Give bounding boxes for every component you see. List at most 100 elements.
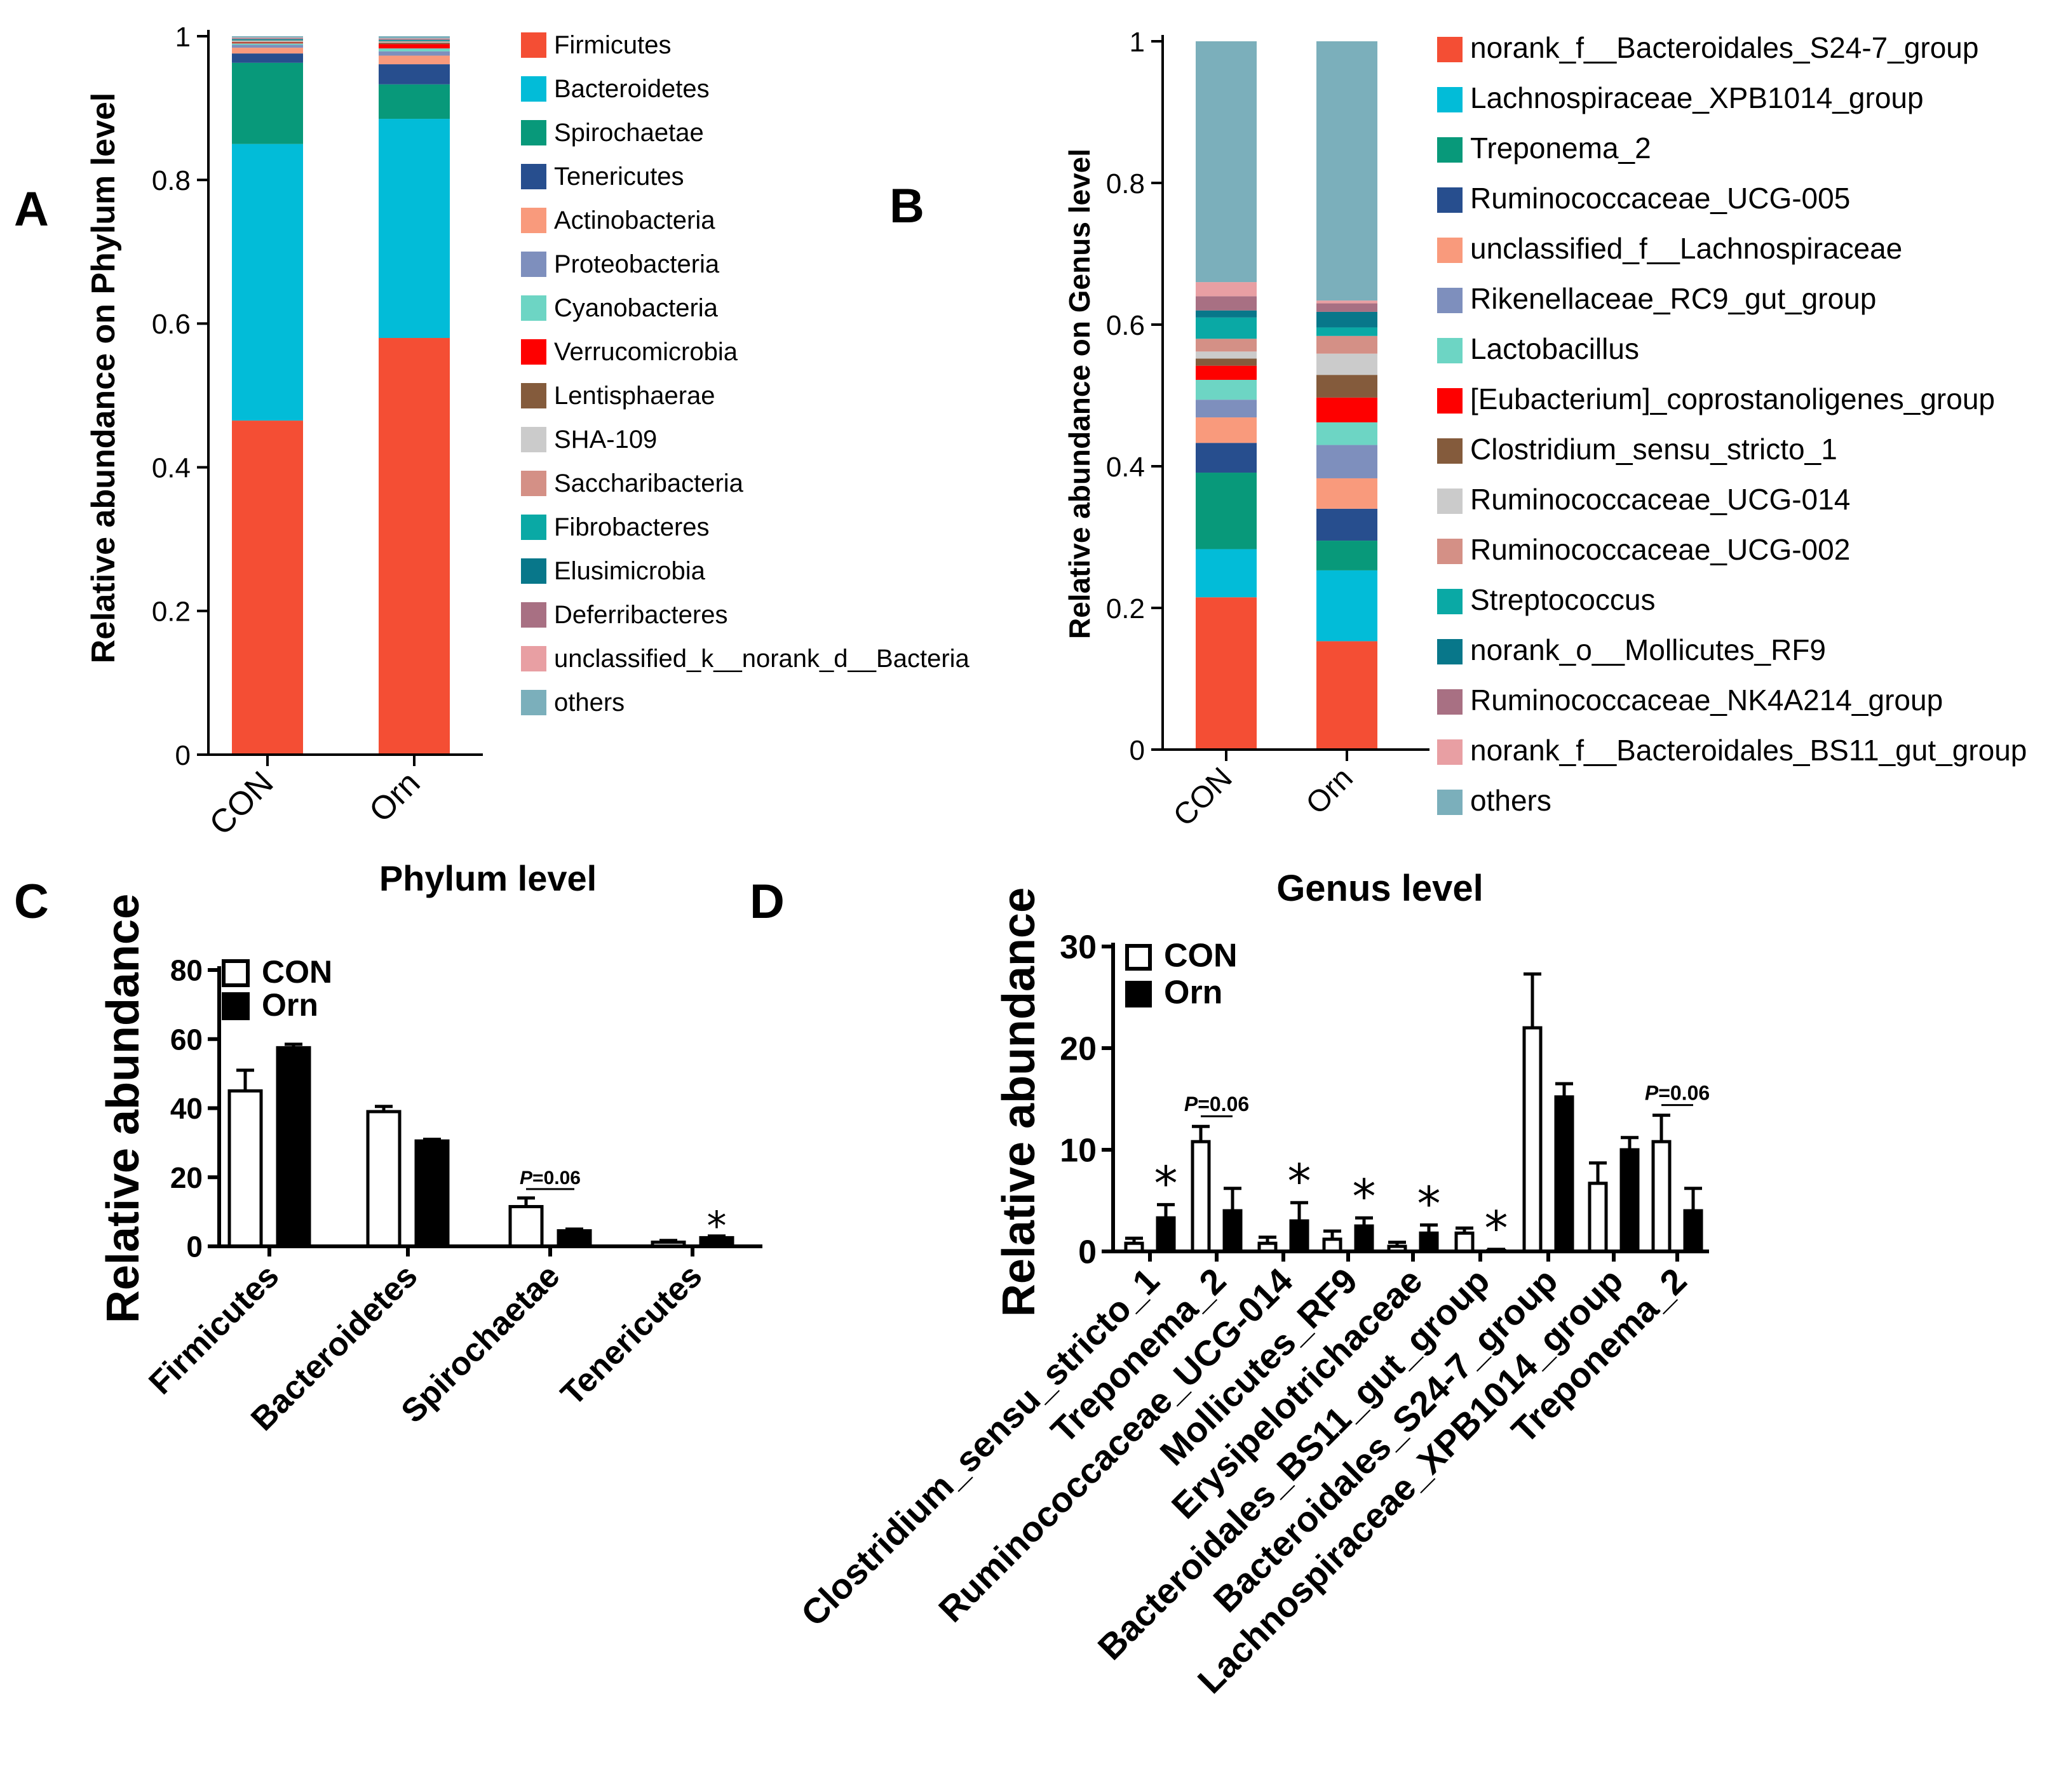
legend-label: Ruminococcaceae_UCG-005: [1470, 182, 1850, 215]
bar-orn: [1419, 1231, 1439, 1253]
stack-segment: [232, 421, 303, 755]
panel-b-bars: [1196, 41, 1377, 750]
stack-segment: [1196, 296, 1257, 311]
stack-segment: [1196, 379, 1257, 400]
p-value-symbol: P: [1184, 1093, 1198, 1115]
legend-swatch: [521, 339, 546, 365]
bar-orn: [1554, 1095, 1574, 1253]
legend-swatch: [1437, 790, 1463, 815]
significance-star: *: [707, 1203, 727, 1250]
legend-label: Orn: [1164, 974, 1222, 1011]
p-value-label: P=0.06: [1184, 1093, 1249, 1115]
legend-swatch: [521, 471, 546, 496]
significance-star: *: [1417, 1176, 1441, 1231]
legend-swatch: [1437, 87, 1463, 112]
bar-con: [1454, 1231, 1475, 1253]
bar-con: [508, 1204, 544, 1248]
legend-swatch: [521, 120, 546, 145]
legend-swatch: [1437, 137, 1463, 163]
stack-segment: [232, 144, 303, 421]
panel-b-y-ticks: 0 0.2 0.4 0.6 0.8 1: [1106, 27, 1163, 766]
legend-label: norank_f__Bacteroidales_S24-7_group: [1470, 31, 1978, 64]
legend-label: Firmicutes: [554, 31, 671, 59]
legend-label: Fibrobacteres: [554, 513, 710, 541]
chart-panel-c: Phylum level Relative abundance 0 20 40 60 8…: [98, 858, 762, 1438]
stack-segment: [1196, 443, 1257, 473]
p-value-symbol: P: [520, 1168, 533, 1189]
x-category-label: Orn: [1300, 761, 1360, 821]
bar-con: [1522, 1026, 1543, 1253]
stack-segment: [379, 38, 450, 39]
stack-segment: [379, 51, 450, 56]
x-category-label: Tenericutes: [554, 1257, 710, 1413]
legend-label: Ruminococcaceae_UCG-014: [1470, 483, 1850, 516]
bar-orn: [1289, 1219, 1309, 1253]
legend-label: Lachnospiraceae_XPB1014_group: [1470, 81, 1924, 114]
stack-segment: [232, 39, 303, 40]
legend-swatch: [521, 427, 546, 452]
panel-c-y-axis-label: Relative abundance: [98, 894, 149, 1323]
chart-panel-d: Genus level Relative abundance 0 10 20 30 C…: [793, 868, 1710, 1701]
stack-segment: [379, 84, 450, 119]
significance-star: *: [1288, 1154, 1311, 1209]
panel-c-y-ticks: 0 20 40 60 80: [170, 954, 219, 1263]
stack-segment: [1316, 375, 1377, 398]
legend-label: CON: [1164, 937, 1238, 974]
legend-label: SHA-109: [554, 426, 657, 454]
x-category-label: CON: [203, 764, 281, 842]
stack-segment: [1316, 570, 1377, 642]
legend-label: Ruminococcaceae_NK4A214_group: [1470, 684, 1943, 717]
stack-segment: [379, 55, 450, 65]
panel-label-a: A: [14, 182, 49, 236]
y-tick-label: 0.2: [152, 596, 191, 628]
y-tick-label: 80: [170, 954, 203, 987]
stack-segment: [232, 36, 303, 38]
panel-a-legend: Firmicutes Bacteroidetes Spirochaetae Tener…: [521, 31, 970, 717]
stack-segment: [232, 62, 303, 144]
bar-orn: [1619, 1148, 1640, 1253]
stack-segment: [232, 39, 303, 41]
legend-label: Bacteroidetes: [554, 75, 710, 103]
stack-segment: [379, 36, 450, 39]
legend-swatch: [1437, 589, 1463, 614]
y-tick-label: 0.6: [1106, 310, 1145, 341]
legend-label: Actinobacteria: [554, 206, 715, 234]
stack-segment: [1196, 417, 1257, 443]
y-tick-label: 40: [170, 1092, 203, 1125]
legend-swatch: [1437, 438, 1463, 464]
chart-panel-b: Relative abundance on Genus level 0 0.2 0.…: [1063, 27, 2027, 833]
stack-segment: [1196, 339, 1257, 352]
stack-segment: [1196, 282, 1257, 297]
legend-label: unclassified_f__Lachnospiraceae: [1470, 232, 1902, 265]
panel-b-axes: [1161, 35, 1429, 751]
stack-segment: [1316, 41, 1377, 301]
legend-swatch: [1437, 689, 1463, 715]
stack-segment: [232, 53, 303, 63]
stack-segment: [379, 41, 450, 43]
y-tick-label: 20: [170, 1161, 203, 1194]
panel-c-annotations: P=0.06 *: [520, 1168, 726, 1250]
panel-label-c: C: [14, 875, 49, 929]
y-tick-label: 0: [186, 1230, 203, 1263]
panel-d-x-ticks: Clostridium_sensu_stricto_1Treponema_2Ru…: [793, 1251, 1694, 1701]
legend-label: Lactobacillus: [1470, 332, 1639, 365]
significance-star: *: [1485, 1201, 1508, 1256]
legend-swatch: [521, 383, 546, 408]
stack-segment: [1316, 508, 1377, 541]
panel-d-title: Genus level: [1276, 868, 1483, 909]
stack-segment: [1196, 597, 1257, 750]
stack-segment: [379, 42, 450, 43]
stack-segment: [1196, 41, 1257, 283]
legend-label: Cyanobacteria: [554, 294, 719, 322]
panel-d-axes: [1111, 943, 1709, 1253]
stack-segment: [379, 64, 450, 84]
legend-swatch: [1437, 187, 1463, 213]
stack-segment: [1196, 473, 1257, 549]
x-category-label: CON: [1167, 761, 1239, 833]
panel-a-bars: [232, 36, 450, 755]
panel-c-x-ticks: FirmicutesBacteroidetesSpirochaetaeTener…: [142, 1246, 710, 1438]
y-tick-label: 0.4: [1106, 452, 1145, 483]
legend-swatch: [521, 646, 546, 671]
